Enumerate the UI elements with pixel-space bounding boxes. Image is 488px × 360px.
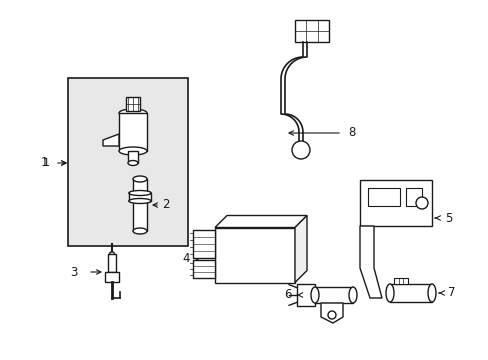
Bar xyxy=(68,78,187,246)
Bar xyxy=(133,179,147,231)
Polygon shape xyxy=(320,303,342,323)
Bar xyxy=(128,193,151,201)
Text: 1: 1 xyxy=(43,158,50,168)
Bar xyxy=(128,151,138,163)
Ellipse shape xyxy=(427,284,435,302)
Ellipse shape xyxy=(128,190,151,195)
Bar xyxy=(367,188,399,206)
Text: 7: 7 xyxy=(447,287,454,300)
Bar xyxy=(193,230,215,257)
Ellipse shape xyxy=(119,147,147,155)
Ellipse shape xyxy=(128,198,151,203)
Bar xyxy=(215,228,294,283)
Ellipse shape xyxy=(348,287,356,303)
Polygon shape xyxy=(294,216,306,283)
Bar xyxy=(119,113,147,151)
Text: 1: 1 xyxy=(41,157,48,170)
Circle shape xyxy=(415,197,427,209)
Ellipse shape xyxy=(128,161,138,166)
Polygon shape xyxy=(215,216,306,228)
Bar xyxy=(314,287,352,303)
Bar xyxy=(393,278,407,284)
Text: 4: 4 xyxy=(182,252,190,265)
Ellipse shape xyxy=(109,252,114,256)
Ellipse shape xyxy=(119,109,147,117)
Bar xyxy=(294,20,328,42)
Text: 6: 6 xyxy=(284,288,291,302)
Polygon shape xyxy=(103,134,119,146)
Circle shape xyxy=(327,311,335,319)
Ellipse shape xyxy=(133,176,147,182)
Bar xyxy=(389,284,431,302)
Bar xyxy=(108,254,116,272)
Text: 2: 2 xyxy=(162,198,169,211)
Bar xyxy=(105,272,119,282)
Text: 3: 3 xyxy=(70,266,78,279)
Bar xyxy=(359,180,431,226)
Text: 5: 5 xyxy=(444,211,451,225)
Bar xyxy=(405,188,421,206)
Ellipse shape xyxy=(310,287,318,303)
Text: 8: 8 xyxy=(347,126,355,139)
Polygon shape xyxy=(359,226,381,298)
Bar xyxy=(193,260,215,278)
Bar xyxy=(296,284,314,306)
Ellipse shape xyxy=(133,228,147,234)
Circle shape xyxy=(291,141,309,159)
Ellipse shape xyxy=(385,284,393,302)
Bar xyxy=(126,97,140,111)
